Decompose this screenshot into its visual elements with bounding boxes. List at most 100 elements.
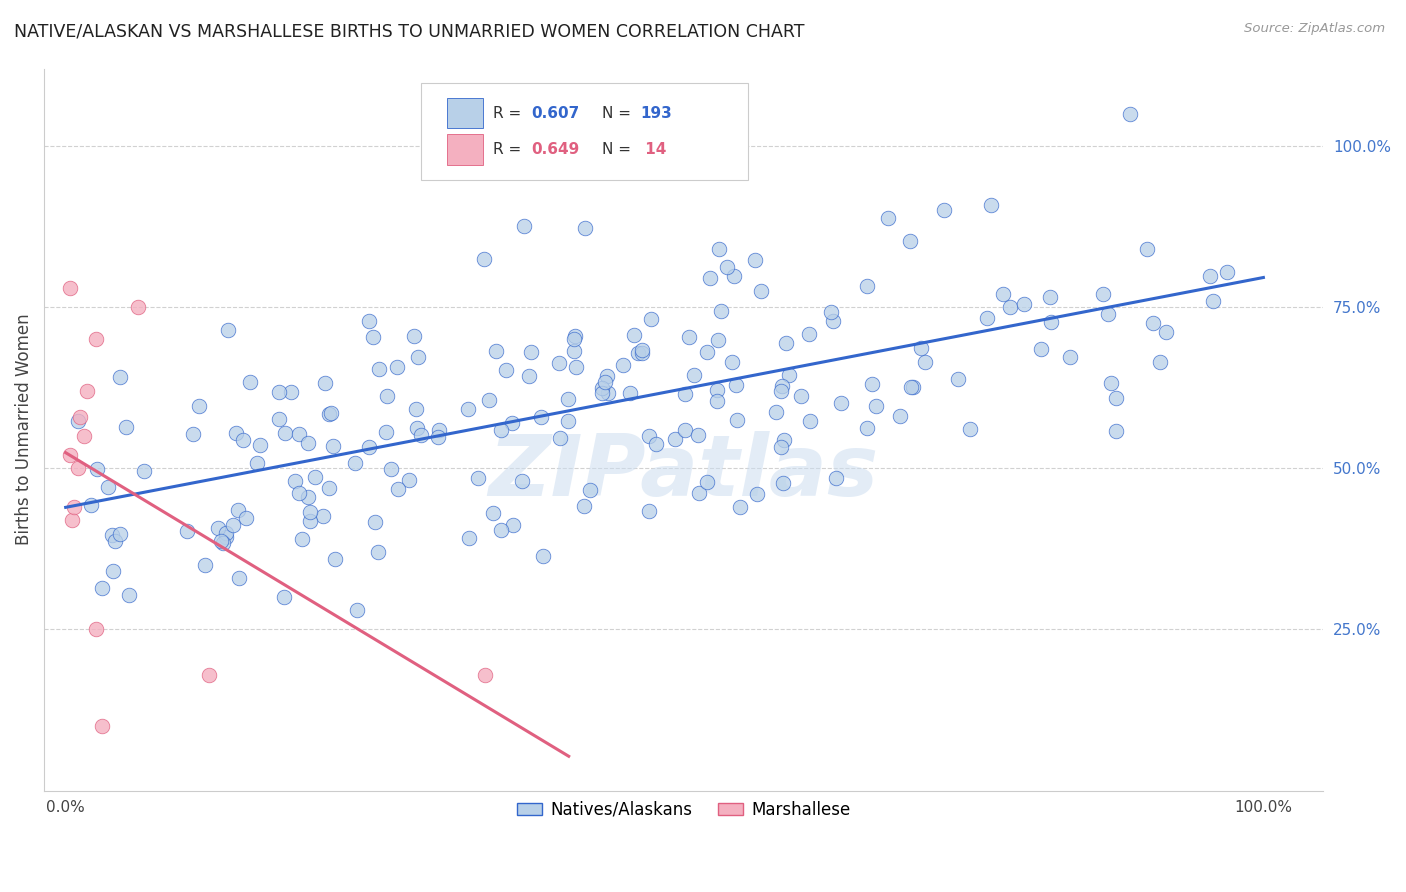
Point	[1149, 355, 1171, 369]
Point	[86, 462, 108, 476]
Point	[914, 355, 936, 369]
Point	[623, 327, 645, 342]
Point	[565, 359, 588, 374]
Point	[429, 423, 451, 437]
Point	[706, 384, 728, 398]
Point	[725, 413, 748, 427]
Point	[548, 356, 571, 370]
Text: N =: N =	[602, 106, 636, 120]
Point	[612, 358, 634, 372]
Point	[860, 376, 883, 391]
Point	[749, 284, 772, 298]
Point	[411, 428, 433, 442]
Text: NATIVE/ALASKAN VS MARSHALLESE BIRTHS TO UNMARRIED WOMEN CORRELATION CHART: NATIVE/ALASKAN VS MARSHALLESE BIRTHS TO …	[14, 22, 804, 40]
Point	[769, 384, 792, 398]
Point	[290, 532, 312, 546]
Text: 14: 14	[640, 142, 666, 157]
Point	[638, 429, 661, 443]
Point	[627, 346, 650, 360]
Point	[797, 326, 820, 341]
Point	[876, 211, 898, 225]
Point	[472, 252, 495, 266]
Point	[104, 533, 127, 548]
Point	[69, 409, 91, 424]
Point	[1201, 294, 1223, 309]
Point	[110, 527, 132, 541]
Point	[1142, 316, 1164, 330]
Point	[194, 558, 217, 573]
Point	[619, 385, 641, 400]
Point	[502, 518, 524, 533]
Point	[297, 490, 319, 504]
Text: R =: R =	[494, 142, 526, 157]
Point	[344, 456, 367, 470]
Text: 0.649: 0.649	[531, 142, 579, 157]
Point	[520, 345, 543, 359]
Point	[564, 332, 586, 346]
Point	[198, 667, 221, 681]
Point	[90, 719, 112, 733]
Point	[222, 517, 245, 532]
Point	[716, 260, 738, 275]
Point	[288, 486, 311, 500]
Point	[134, 464, 156, 478]
Point	[1215, 264, 1237, 278]
Point	[226, 502, 249, 516]
Point	[90, 582, 112, 596]
Point	[900, 379, 922, 393]
Point	[959, 422, 981, 436]
Point	[406, 420, 429, 434]
Point	[217, 323, 239, 337]
Text: 193: 193	[640, 106, 672, 120]
Text: ZIPatlas: ZIPatlas	[488, 432, 879, 515]
Point	[97, 480, 120, 494]
Point	[706, 393, 728, 408]
Point	[548, 432, 571, 446]
Point	[239, 376, 262, 390]
Point	[993, 286, 1015, 301]
Point	[744, 252, 766, 267]
Point	[84, 332, 107, 346]
Point	[207, 521, 229, 535]
Point	[976, 311, 998, 326]
Point	[235, 511, 257, 525]
Point	[678, 329, 700, 343]
Point	[274, 425, 297, 440]
Point	[772, 475, 794, 490]
Point	[1099, 376, 1122, 390]
Point	[591, 381, 613, 395]
Point	[820, 305, 842, 319]
Point	[710, 303, 733, 318]
Point	[707, 243, 730, 257]
Y-axis label: Births to Unmarried Women: Births to Unmarried Women	[15, 314, 32, 545]
Point	[474, 667, 496, 681]
Point	[346, 603, 368, 617]
Point	[215, 525, 238, 540]
Point	[314, 376, 336, 390]
Point	[1092, 287, 1115, 301]
Point	[80, 498, 103, 512]
Point	[1199, 269, 1222, 284]
FancyBboxPatch shape	[447, 134, 482, 164]
Point	[1039, 290, 1062, 304]
Point	[101, 564, 124, 578]
Point	[673, 423, 696, 437]
Point	[59, 281, 82, 295]
Point	[682, 368, 704, 382]
Point	[593, 375, 616, 389]
Point	[770, 378, 793, 392]
Point	[531, 549, 554, 563]
Point	[980, 198, 1002, 212]
Point	[901, 380, 924, 394]
Point	[574, 220, 596, 235]
Point	[405, 402, 427, 417]
Point	[176, 524, 198, 538]
Point	[775, 335, 797, 350]
Point	[115, 420, 138, 434]
Point	[495, 363, 517, 377]
Point	[66, 414, 89, 428]
Point	[510, 474, 533, 488]
Point	[318, 481, 340, 495]
Point	[375, 425, 398, 439]
Point	[1118, 106, 1140, 120]
